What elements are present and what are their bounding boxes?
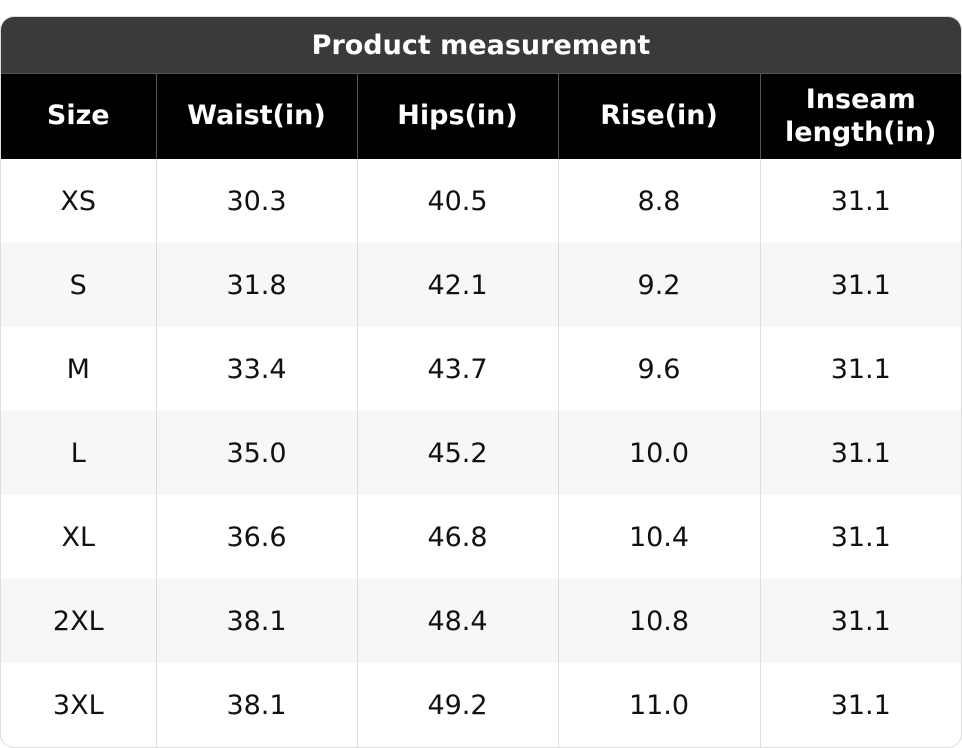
size-chart: Product measurement Size Waist(in) Hips(in… (0, 16, 962, 748)
table-row: S 31.8 42.1 9.2 31.1 (1, 243, 961, 327)
table-row: 2XL 38.1 48.4 10.8 31.1 (1, 579, 961, 663)
table-cell: 9.2 (557, 243, 760, 327)
table-body: XS 30.3 40.5 8.8 31.1 S 31.8 42.1 9.2 31.1 M 33.4 43… (1, 159, 961, 747)
column-header: Rise(in) (557, 74, 760, 159)
table-cell: 38.1 (155, 579, 357, 663)
table-cell: XS (60, 185, 97, 217)
table-cell: 46.8 (356, 495, 558, 579)
table-cell: 8.8 (557, 159, 760, 243)
table-row: 3XL 38.1 49.2 11.0 31.1 (1, 663, 961, 747)
table-cell: M (66, 353, 90, 385)
table-cell: 11.0 (557, 663, 760, 747)
table-title: Product measurement (1, 17, 961, 74)
table-cell: 31.1 (759, 159, 961, 243)
table-row: M 33.4 43.7 9.6 31.1 (1, 327, 961, 411)
table-cell: 9.6 (557, 327, 760, 411)
table-cell: 31.1 (759, 411, 961, 495)
table-cell: XL (61, 521, 96, 553)
table-cell: 31.8 (155, 243, 357, 327)
table-cell: 31.1 (759, 243, 961, 327)
column-header: Hips(in) (356, 74, 558, 159)
table-cell: 49.2 (356, 663, 558, 747)
table-cell: 2XL (1, 579, 156, 663)
table-cell: 3XL (52, 689, 104, 721)
table-cell: 30.3 (155, 159, 357, 243)
table-cell: 40.5 (356, 159, 558, 243)
table-cell: S (1, 243, 156, 327)
table-row: L 35.0 45.2 10.0 31.1 (1, 411, 961, 495)
table-cell: 31.1 (759, 579, 961, 663)
header-row: Size Waist(in) Hips(in) Rise(in) Inseam leng… (1, 74, 961, 159)
table-cell: 45.2 (356, 411, 558, 495)
table-cell: 31.1 (759, 495, 961, 579)
table-cell: 33.4 (155, 327, 357, 411)
table-cell: 42.1 (356, 243, 558, 327)
table-cell: 35.0 (155, 411, 357, 495)
column-header: Size (1, 74, 156, 159)
table-row: XL 36.6 46.8 10.4 31.1 (1, 495, 961, 579)
measurement-table: Size Waist(in) Hips(in) Rise(in) Inseam leng… (1, 74, 961, 747)
table-cell: 10.4 (557, 495, 760, 579)
table-row: XS 30.3 40.5 8.8 31.1 (1, 159, 961, 243)
table-cell: 10.0 (557, 411, 760, 495)
column-header: Inseam length(in) (759, 74, 961, 159)
table-cell: 10.8 (557, 579, 760, 663)
table-cell: 43.7 (356, 327, 558, 411)
table-cell: L (1, 411, 156, 495)
table-cell: 38.1 (155, 663, 357, 747)
table-cell: 48.4 (356, 579, 558, 663)
column-header: Waist(in) (155, 74, 357, 159)
table-cell: 36.6 (155, 495, 357, 579)
table-cell: 31.1 (759, 663, 961, 747)
table-cell: 31.1 (759, 327, 961, 411)
